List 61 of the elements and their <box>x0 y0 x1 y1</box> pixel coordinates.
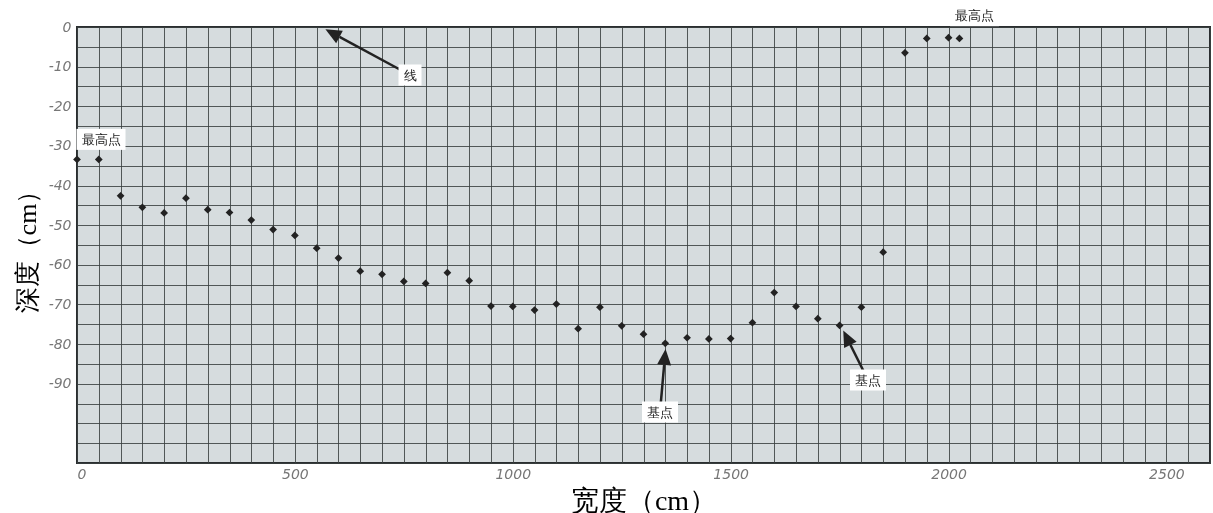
y-tick-label: -80 <box>48 335 72 352</box>
point <box>116 191 125 200</box>
y-tick-label: -70 <box>48 295 72 312</box>
point <box>530 306 539 314</box>
y-tick-label: -20 <box>48 97 72 114</box>
point <box>835 321 844 330</box>
point <box>726 334 735 343</box>
y-tick-label: -50 <box>48 216 72 233</box>
point <box>182 194 190 203</box>
y-tick-label: -10 <box>48 58 72 75</box>
point <box>574 324 583 333</box>
point <box>421 279 430 288</box>
point <box>944 33 953 42</box>
point <box>378 270 386 279</box>
point <box>138 203 147 212</box>
point <box>312 244 321 253</box>
annotation: 最高点 <box>955 8 995 24</box>
annotation: 基点 <box>647 404 673 420</box>
point <box>73 155 81 164</box>
point <box>704 335 713 343</box>
point <box>617 321 626 330</box>
point <box>443 268 452 277</box>
point <box>639 330 648 339</box>
y-tick-label: -40 <box>48 177 72 194</box>
point <box>94 155 103 164</box>
point <box>683 333 691 342</box>
point <box>901 48 909 57</box>
point <box>160 209 169 217</box>
point <box>291 231 299 240</box>
point <box>356 267 365 276</box>
point <box>203 205 212 214</box>
point <box>399 277 408 286</box>
y-tick-label: 0 <box>62 18 72 35</box>
y-tick-label: -60 <box>48 256 72 273</box>
x-tick-label: 2500 <box>1149 465 1185 482</box>
point <box>247 216 256 224</box>
x-tick-label: 1500 <box>713 465 750 482</box>
point <box>922 34 931 43</box>
y-tick-label: -30 <box>48 137 72 154</box>
point <box>508 302 517 311</box>
point <box>465 276 474 285</box>
point <box>879 248 888 257</box>
point <box>334 254 343 262</box>
x-tick-label: 0 <box>77 465 87 482</box>
point <box>661 339 670 348</box>
point <box>792 302 800 311</box>
point <box>770 288 779 297</box>
point <box>748 318 757 327</box>
point <box>552 300 561 308</box>
y-axis-title: 深度（cm） <box>12 177 42 314</box>
y-tick-label: -90 <box>48 375 72 392</box>
point <box>813 314 822 323</box>
point <box>596 303 604 312</box>
x-tick-label: 1000 <box>495 465 532 482</box>
x-tick-label: 2000 <box>931 465 967 482</box>
annotation: 线 <box>403 67 417 83</box>
annotation: 最高点 <box>81 131 121 147</box>
annotation: 基点 <box>855 372 881 388</box>
point <box>269 225 277 234</box>
point <box>857 303 866 312</box>
x-tick-label: 500 <box>282 465 309 482</box>
